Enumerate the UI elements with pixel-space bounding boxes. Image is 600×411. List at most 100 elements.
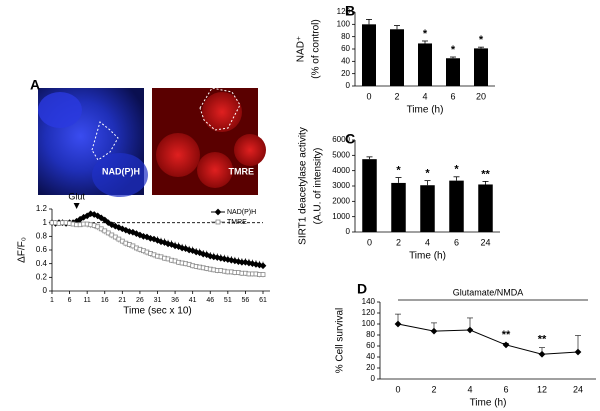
- y-tick-label: 0.8: [36, 231, 48, 240]
- bar: [391, 182, 406, 232]
- y-tick-label: 40: [341, 56, 350, 65]
- x-tick-label: 1: [50, 297, 54, 304]
- x-tick-label: 46: [206, 297, 214, 304]
- x-tick-label: 6: [68, 297, 72, 304]
- marker: [136, 231, 144, 239]
- x-axis-title: Time (sec x 10): [123, 306, 192, 317]
- y-axis-title: % Cell survival: [335, 308, 346, 374]
- bar: [478, 184, 493, 232]
- significance: *: [396, 164, 401, 176]
- y-axis-title: (A.U. of intensity): [313, 148, 324, 225]
- significance: **: [502, 329, 511, 341]
- y-tick-label: 100: [337, 19, 351, 28]
- y-tick-label: 0.4: [36, 259, 48, 268]
- y-tick-label: 20: [341, 69, 350, 78]
- marker: [118, 225, 126, 233]
- y-tick-label: 140: [362, 297, 376, 306]
- annotation: Glut: [68, 191, 85, 201]
- bar: [362, 24, 376, 86]
- y-tick-label: 0: [346, 81, 351, 90]
- image-tmre: TMRE: [152, 87, 266, 195]
- legend-label: TMRE: [227, 219, 247, 226]
- significance: **: [538, 334, 547, 346]
- marker: [175, 243, 182, 250]
- y-tick-label: 5000: [332, 150, 350, 159]
- y-tick-label: 80: [366, 330, 375, 339]
- image-label: NAD(P)H: [102, 166, 140, 176]
- panel-letter: C: [345, 131, 355, 147]
- panel-letter: A: [30, 77, 40, 93]
- x-tick-label: 16: [101, 297, 109, 304]
- y-tick-label: 4000: [332, 166, 350, 175]
- marker: [115, 224, 123, 231]
- y-tick-label: 0.2: [36, 272, 48, 281]
- x-tick-label: 0: [366, 91, 371, 101]
- legend-label: NAD(P)H: [227, 209, 256, 216]
- x-tick-label: 4: [425, 237, 430, 247]
- x-tick-label: 2: [431, 384, 436, 394]
- bar: [390, 29, 404, 86]
- x-tick-label: 12: [537, 384, 547, 394]
- bar: [420, 185, 435, 232]
- bar: [418, 43, 432, 86]
- y-tick-label: 100: [362, 319, 376, 328]
- x-tick-label: 4: [467, 384, 472, 394]
- y-tick-label: 40: [366, 352, 375, 361]
- x-tick-label: 6: [450, 91, 455, 101]
- x-axis-title: Time (h): [407, 105, 444, 116]
- marker: [394, 320, 402, 328]
- y-tick-label: 0: [346, 227, 351, 236]
- bar: [474, 48, 488, 86]
- x-tick-label: 11: [84, 297, 91, 304]
- x-tick-label: 26: [136, 297, 144, 304]
- annotation: Glutamate/NMDA: [453, 287, 524, 297]
- x-tick-label: 24: [573, 384, 583, 394]
- x-tick-label: 2: [396, 237, 401, 247]
- x-tick-label: 21: [118, 297, 126, 304]
- x-tick-label: 6: [454, 237, 459, 247]
- marker: [574, 348, 582, 356]
- significance: *: [451, 44, 456, 56]
- marker: [502, 341, 510, 349]
- significance: *: [425, 168, 430, 180]
- marker: [111, 222, 119, 230]
- x-tick-label: 24: [480, 237, 490, 247]
- panel-letter: B: [345, 3, 355, 19]
- x-tick-label: 20: [476, 91, 486, 101]
- x-tick-label: 0: [367, 237, 372, 247]
- x-tick-label: 31: [154, 297, 162, 304]
- bar: [449, 180, 464, 232]
- marker: [122, 226, 130, 234]
- y-tick-label: 3000: [332, 181, 350, 190]
- x-tick-label: 36: [171, 297, 179, 304]
- marker: [90, 211, 98, 218]
- marker: [189, 247, 197, 255]
- annotation-arrow: [73, 203, 80, 209]
- line: [397, 323, 579, 355]
- marker: [133, 230, 140, 237]
- y-tick-label: 0: [371, 374, 376, 383]
- bar: [362, 159, 377, 232]
- marker: [466, 326, 474, 334]
- significance: *: [423, 28, 428, 40]
- y-tick-label: 6000: [332, 135, 350, 144]
- y-tick-label: 120: [337, 7, 351, 16]
- legend-marker: [214, 208, 222, 216]
- x-axis-title: Time (h): [470, 398, 507, 409]
- x-tick-label: 41: [189, 297, 197, 304]
- y-axis-title: SIRT1 deacetylase activity: [298, 127, 309, 245]
- marker: [108, 221, 116, 229]
- significance: *: [479, 34, 484, 46]
- y-axis-title: NAD⁺: [296, 36, 307, 62]
- line: [52, 222, 263, 276]
- y-tick-label: 0: [43, 286, 48, 295]
- x-tick-label: 61: [259, 297, 267, 304]
- y-tick-label: 60: [366, 341, 375, 350]
- x-tick-label: 2: [394, 91, 399, 101]
- marker: [168, 241, 175, 248]
- marker: [538, 350, 546, 358]
- significance: *: [454, 164, 459, 176]
- x-tick-label: 6: [503, 384, 508, 394]
- x-tick-label: 0: [395, 384, 400, 394]
